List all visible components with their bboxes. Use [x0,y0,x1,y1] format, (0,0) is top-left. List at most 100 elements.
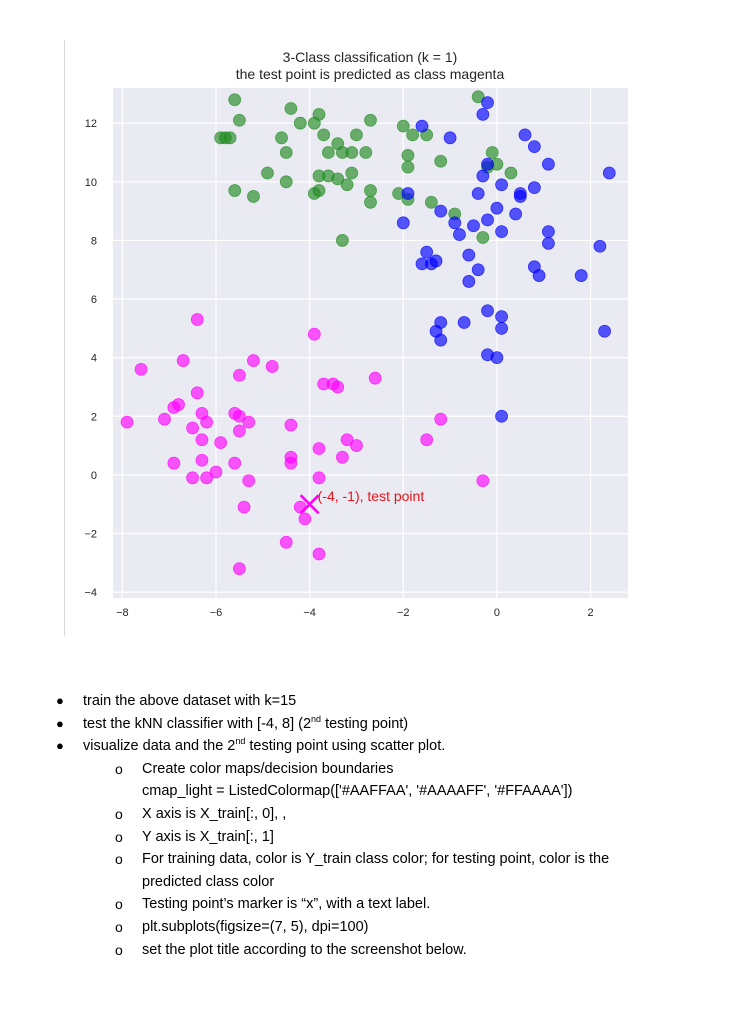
data-point [312,547,326,561]
y-tick-label: −2 [84,529,97,541]
y-tick-label: 6 [91,294,97,306]
data-point [233,424,246,438]
data-point [279,535,293,549]
task-text: test the kNN classifier with [-4, 8] (2 [83,715,312,732]
data-point [401,149,415,162]
data-point [434,333,448,347]
data-point [481,304,494,318]
data-point [364,113,377,127]
data-point [485,146,499,159]
assignment-instructions: ● train the above dataset with k=15 ● te… [56,690,736,961]
subtask-text: X axis is X_train[:, 0], , [142,805,287,822]
data-point [298,512,312,526]
data-point [453,228,466,241]
data-point [228,406,242,420]
data-point [359,146,373,159]
data-point [401,187,415,200]
data-point [233,368,246,382]
task-text-tail: testing point) [321,715,409,732]
subtask-item: o Create color maps/decision boundaries … [115,758,736,803]
data-point [284,450,298,464]
subtask-text: set the plot title according to the scre… [142,941,467,958]
task-superscript: nd [311,713,322,724]
sub-bullet: o [115,828,123,845]
task-text: train the above dataset with k=15 [83,693,297,709]
data-point [415,257,429,271]
data-point [420,433,434,447]
data-point [237,500,251,514]
test-point-marker [299,494,320,515]
data-point [364,195,377,209]
data-point [574,269,588,282]
data-point [317,128,331,142]
data-point [345,166,359,180]
data-point [434,204,448,218]
data-point [190,386,204,400]
data-point [476,231,490,244]
data-point [312,107,326,121]
data-point [293,500,307,514]
data-point [518,128,532,142]
subtask-item: o set the plot title according to the sc… [115,939,736,962]
data-point [340,178,354,192]
sub-bullet: o [115,805,123,822]
sub-bullet: o [115,918,123,935]
data-point [481,213,494,227]
data-point [261,166,274,180]
data-point [195,453,209,467]
data-point [336,450,349,464]
data-point [527,140,541,154]
y-tick-label: 10 [85,177,97,189]
data-point [481,157,494,171]
sub-bullet: o [115,760,123,777]
x-tick-label: −2 [397,607,410,619]
data-point [424,195,438,209]
data-point [467,219,480,233]
data-point [176,354,190,367]
y-tick-labels: −4 −2 0 2 4 6 8 10 12 [84,118,97,599]
data-point [209,465,223,479]
task-text: visualize data and the 2 [83,738,236,755]
data-point [401,160,415,174]
data-point [490,351,504,365]
data-point [495,409,508,423]
data-point [186,421,199,435]
page-margin-rule [64,40,65,636]
subtask-item: o Testing point’s marker is “x”, with a … [115,893,736,916]
x-tick-label: 2 [587,607,593,619]
data-point [462,248,476,262]
task-item: ● visualize data and the 2nd testing poi… [56,735,736,961]
subtask-text: Y axis is X_train[:, 1] [142,828,274,845]
data-point [471,263,485,277]
sub-bullet: o [115,896,123,913]
data-point [223,131,237,145]
plot-area [113,88,628,598]
scatter-plot: −8 −6 −4 −2 0 2 −4 −2 0 2 4 6 8 10 12 (-4, -1), test … [84,49,628,619]
x-tick-label: −6 [210,607,223,619]
data-point [340,433,354,447]
subtask-text: Testing point’s marker is “x”, with a te… [142,896,431,913]
data-point [233,562,246,576]
test-point-x-stroke [299,494,320,515]
subtask-text: predicted class color [142,873,275,890]
subtask-item: o plt.subplots(figsize=(7, 5), dpi=100) [115,916,736,939]
data-point [350,439,363,452]
data-point [542,225,555,239]
data-point [345,146,359,159]
data-point [293,116,307,130]
data-point [331,380,345,394]
data-point [532,269,546,282]
x-tick-label: 0 [494,607,500,619]
data-point [434,154,448,168]
subtask-text: cmap_light = ListedColormap(['#AAFFAA', … [142,783,573,800]
data-point [504,166,518,180]
test-point-label: (-4, -1), test point [318,488,425,504]
y-tick-label: 12 [85,118,97,130]
data-point [396,119,410,133]
data-point [284,102,298,115]
data-point [476,169,490,183]
data-point [593,239,607,253]
data-point [476,107,490,121]
data-point [134,362,148,376]
data-point [265,360,279,373]
